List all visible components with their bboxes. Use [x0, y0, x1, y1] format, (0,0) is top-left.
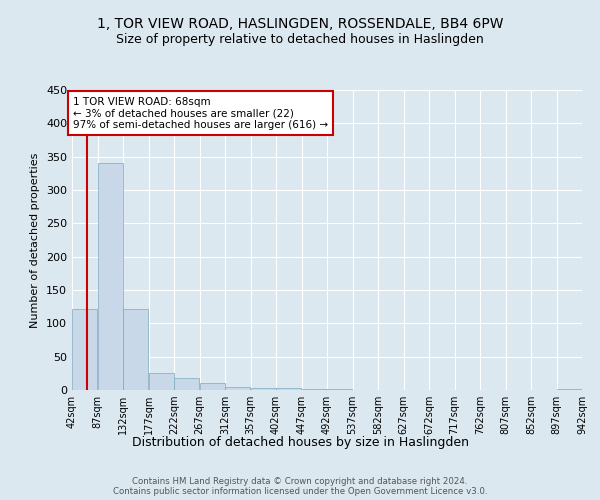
Text: 1, TOR VIEW ROAD, HASLINGDEN, ROSSENDALE, BB4 6PW: 1, TOR VIEW ROAD, HASLINGDEN, ROSSENDALE…: [97, 18, 503, 32]
Bar: [174, 378, 199, 390]
Text: Distribution of detached houses by size in Haslingden: Distribution of detached houses by size …: [131, 436, 469, 449]
Bar: [200, 384, 225, 390]
Bar: [302, 388, 327, 390]
Text: 1 TOR VIEW ROAD: 68sqm
← 3% of detached houses are smaller (22)
97% of semi-deta: 1 TOR VIEW ROAD: 68sqm ← 3% of detached …: [73, 96, 328, 130]
Bar: [225, 386, 250, 390]
Bar: [98, 164, 123, 390]
Text: Contains HM Land Registry data © Crown copyright and database right 2024.: Contains HM Land Registry data © Crown c…: [132, 476, 468, 486]
Bar: [251, 388, 276, 390]
Text: Size of property relative to detached houses in Haslingden: Size of property relative to detached ho…: [116, 32, 484, 46]
Bar: [123, 308, 148, 390]
Bar: [557, 388, 582, 390]
Bar: [149, 374, 174, 390]
Bar: [276, 388, 301, 390]
Bar: [72, 308, 97, 390]
Y-axis label: Number of detached properties: Number of detached properties: [31, 152, 40, 328]
Text: Contains public sector information licensed under the Open Government Licence v3: Contains public sector information licen…: [113, 486, 487, 496]
